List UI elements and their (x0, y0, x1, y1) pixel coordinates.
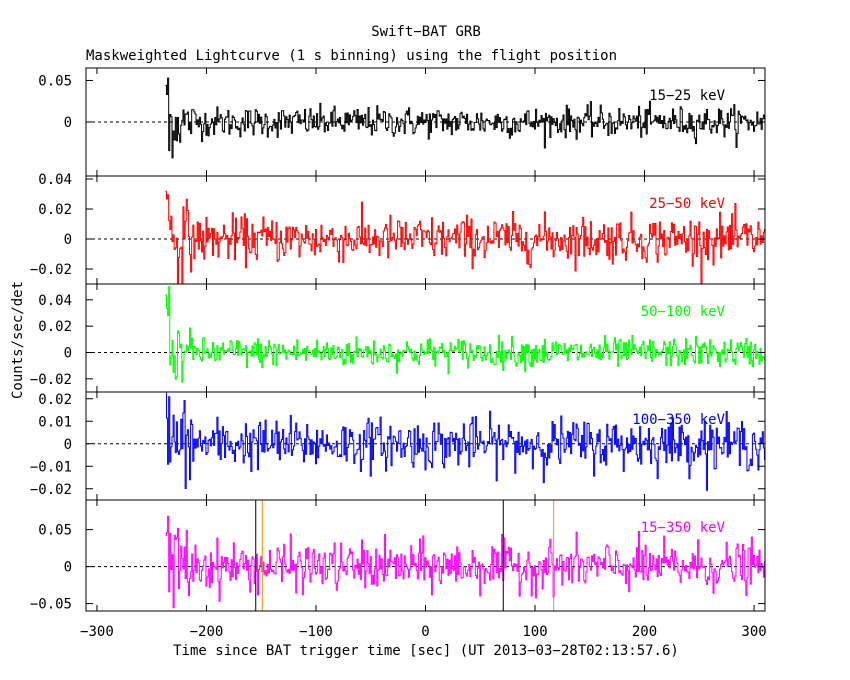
y-tick-label: −0.02 (30, 262, 72, 278)
series-line (165, 391, 766, 491)
series-line (165, 77, 766, 159)
y-tick-label: 0.05 (38, 73, 72, 89)
y-axis-label: Counts/sec/det (10, 281, 26, 399)
y-tick-label: 0 (64, 437, 72, 453)
panel-5: −0.05 0 0.05 15−350 keV (30, 499, 766, 613)
x-axis: −300 −200 −100 0 100 200 300 (80, 624, 767, 640)
x-tick-label: 100 (522, 624, 547, 640)
panel-label: 15−25 keV (649, 88, 725, 104)
x-tick-label: −200 (190, 624, 224, 640)
chart-title: Swift−BAT GRB (371, 24, 481, 40)
y-tick-label: 0.02 (38, 392, 72, 408)
panel-frame (85, 391, 766, 501)
series-line (165, 515, 766, 609)
panel-label: 50−100 keV (641, 304, 726, 320)
x-axis-label: Time since BAT trigger time [sec] (UT 20… (173, 643, 679, 659)
panel-label: 100−350 keV (632, 412, 725, 428)
x-tick-label: 300 (741, 624, 766, 640)
x-tick-label: −100 (299, 624, 333, 640)
panel-1: 0 0.05 15−25 keV (38, 67, 766, 177)
y-tick-label: −0.05 (30, 597, 72, 613)
panel-2: −0.02 0 0.02 0.04 25−50 keV (30, 172, 766, 285)
panel-label: 25−50 keV (649, 196, 725, 212)
y-tick-label: 0 (64, 345, 72, 361)
y-tick-label: 0.04 (38, 293, 72, 309)
panel-4: −0.02 −0.01 0 0.01 0.02 100−350 keV (30, 391, 766, 501)
y-tick-label: 0 (64, 232, 72, 248)
y-tick-label: 0.01 (38, 414, 72, 430)
y-tick-label: 0 (64, 560, 72, 576)
panel-frame (85, 283, 766, 393)
y-tick-label: 0 (64, 115, 72, 131)
series-line (165, 190, 766, 285)
x-tick-label: 200 (632, 624, 657, 640)
panel-label: 15−350 keV (641, 520, 726, 536)
x-tick-label: 0 (421, 624, 429, 640)
y-tick-label: 0.05 (38, 523, 72, 539)
panel-frame (85, 175, 766, 285)
y-tick-label: −0.02 (30, 482, 72, 498)
y-tick-label: −0.01 (30, 459, 72, 475)
y-tick-label: 0.02 (38, 202, 72, 218)
y-tick-label: −0.02 (30, 372, 72, 388)
y-tick-label: 0.02 (38, 319, 72, 335)
panel-3: −0.02 0 0.02 0.04 50−100 keV (30, 283, 766, 393)
panel-frame (85, 499, 766, 612)
chart-subtitle: Maskweighted Lightcurve (1 s binning) us… (86, 48, 617, 64)
series-line (165, 286, 766, 383)
y-tick-label: 0.04 (38, 172, 72, 188)
x-tick-label: −300 (80, 624, 114, 640)
